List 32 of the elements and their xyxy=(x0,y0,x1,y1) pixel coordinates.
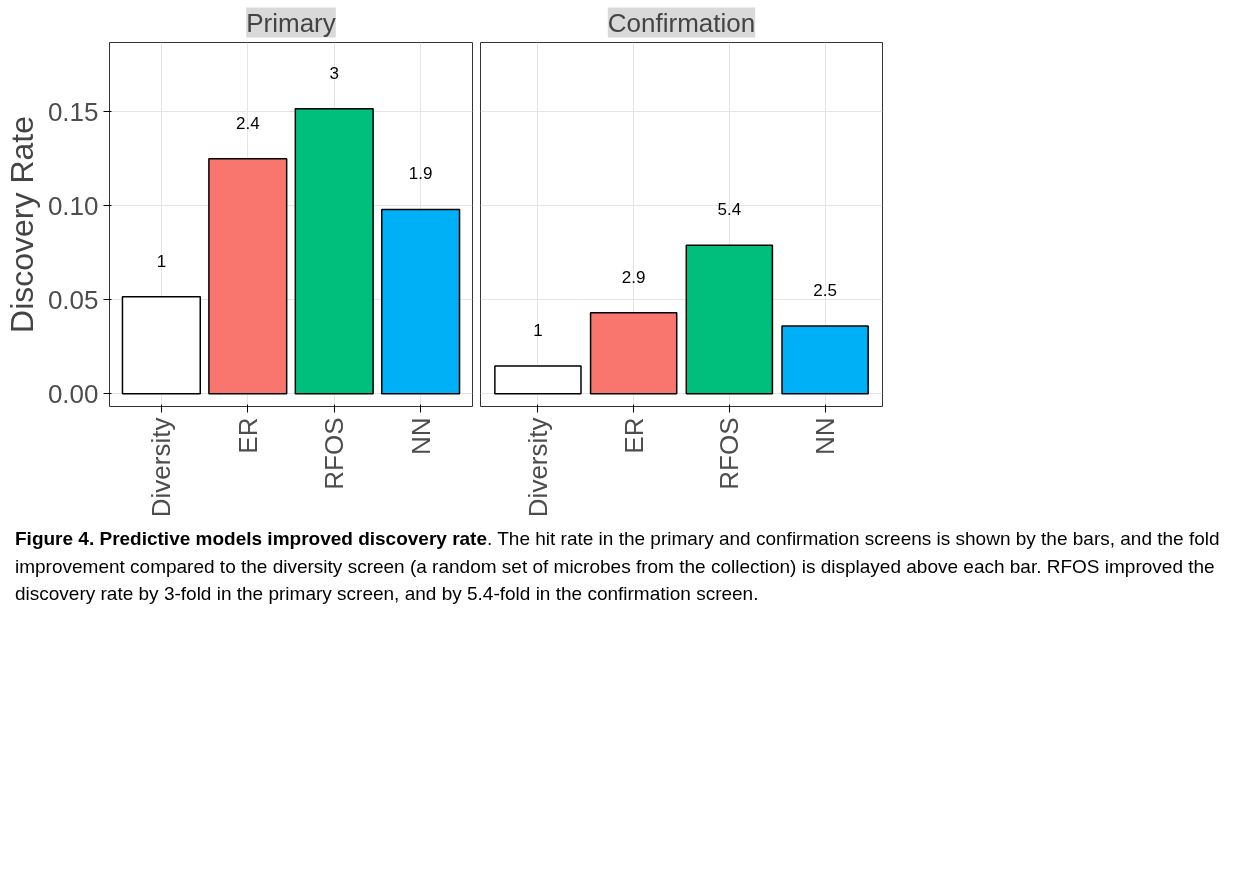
annotation: 2.4 xyxy=(235,113,260,133)
x-tick-label: ER xyxy=(232,417,263,454)
chart-title: Primary xyxy=(246,7,336,38)
bar xyxy=(294,107,374,395)
chart-title: Confirmation xyxy=(607,7,756,38)
caption: Figure 4. Predictive models improved discovery rate xyxy=(15,528,488,549)
y-axis-title: Discovery Rate xyxy=(3,116,40,333)
bar xyxy=(121,295,201,395)
bar xyxy=(381,208,461,395)
bar xyxy=(494,365,582,395)
x-tick-label: RFOS xyxy=(319,417,350,490)
annotation: 1 xyxy=(533,321,543,341)
x-tick-label: ER xyxy=(618,417,649,454)
x-tick-label: NN xyxy=(810,417,841,456)
bar xyxy=(208,157,288,395)
annotation: 5.4 xyxy=(717,200,742,220)
bar xyxy=(685,244,774,395)
x-tick-label: RFOS xyxy=(714,417,745,490)
bar xyxy=(781,325,869,395)
y-tick-label: 0.05 xyxy=(47,284,99,315)
x-tick-label: Diversity xyxy=(522,417,553,518)
annotation: 1 xyxy=(156,251,167,271)
y-tick-label: 0.10 xyxy=(47,190,99,221)
annotation: 3 xyxy=(329,63,339,83)
y-tick-label: 0.00 xyxy=(47,378,99,409)
annotation: 1.9 xyxy=(408,164,433,184)
x-tick-label: Diversity xyxy=(146,417,177,518)
annotation: 2.9 xyxy=(621,267,646,287)
annotation: 2.5 xyxy=(813,281,837,301)
bar xyxy=(589,312,678,395)
y-tick-label: 0.15 xyxy=(47,96,99,127)
x-tick-label: NN xyxy=(405,417,436,456)
